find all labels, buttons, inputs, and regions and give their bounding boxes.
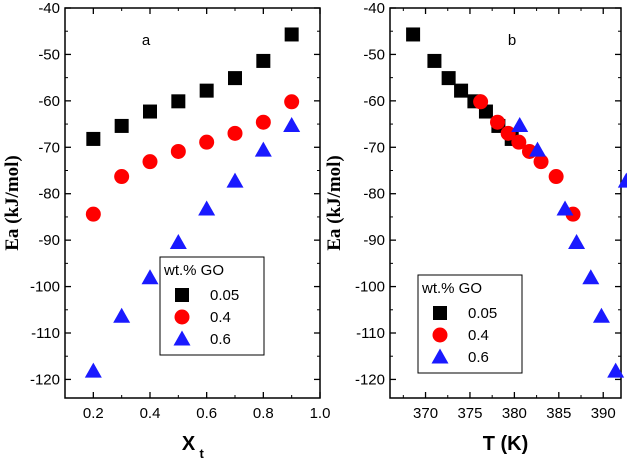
legend-label: 0.4 [210, 309, 231, 326]
y-tick-label: -120 [355, 371, 385, 388]
x-tick-label: 1.0 [310, 405, 331, 422]
data-point-circle [227, 125, 243, 141]
chart-panel-b: -40 -50 -60 -70 -80 -90 -100 -110 -120 370 375 380 3… [324, 0, 627, 455]
data-point-square [454, 83, 469, 98]
legend-label: 0.6 [210, 331, 231, 348]
panel-label: a [142, 32, 151, 49]
data-point-triangle [198, 200, 216, 216]
y-tick-label: -50 [363, 46, 385, 63]
data-point-circle [170, 143, 186, 159]
data-point-circle [533, 154, 549, 170]
data-point-square [86, 131, 101, 146]
data-point-square [114, 118, 129, 133]
legend-box [417, 274, 523, 374]
x-axis-label: X [182, 433, 196, 455]
y-axis-label: Ea (kJ/mol) [324, 155, 345, 251]
y-axis-label: Ea (kJ/mol) [2, 155, 23, 251]
data-point-square [228, 71, 242, 86]
data-point-circle [500, 125, 516, 141]
legend-box [159, 256, 265, 356]
data-point-circle [473, 94, 489, 110]
y-tick-label: -60 [363, 93, 385, 110]
x-tick-label: 0.8 [253, 405, 274, 422]
legend-marker-circle [432, 327, 448, 343]
x-axis-label: T (K) [483, 433, 529, 455]
x-tick-label: 0.2 [83, 405, 104, 422]
data-point-triangle [254, 141, 272, 157]
data-point-circle [548, 169, 564, 185]
y-tick-label: -80 [38, 186, 60, 203]
data-point-circle [114, 169, 130, 185]
data-point-circle [284, 94, 300, 110]
data-point-triangle [582, 269, 600, 285]
data-point-circle [490, 114, 506, 130]
x-axis-label-subscript: t [200, 446, 205, 461]
plot-frame [64, 7, 321, 399]
legend-marker-triangle [173, 330, 191, 346]
data-point-triangle [528, 141, 546, 157]
data-point-square [284, 27, 299, 42]
y-tick-label: -90 [363, 232, 385, 249]
y-tick-label: -100 [355, 279, 385, 296]
data-point-triangle [607, 362, 625, 378]
legend-label: 0.6 [468, 349, 489, 366]
legend-label: 0.05 [210, 287, 239, 304]
data-point-square [171, 94, 186, 109]
x-tick-label: 385 [546, 405, 571, 422]
y-tick-label: -60 [38, 93, 60, 110]
data-point-square [406, 27, 421, 42]
y-tick-label: -40 [38, 0, 60, 17]
y-tick-label: -70 [38, 139, 60, 156]
y-tick-label: -120 [30, 371, 60, 388]
x-tick-label: 0.6 [196, 405, 217, 422]
data-point-circle [511, 134, 527, 150]
y-tick-label: -110 [31, 325, 60, 342]
data-point-triangle [84, 362, 102, 378]
legend-marker-square [433, 306, 447, 320]
y-tick-label: -50 [38, 46, 60, 63]
data-point-triangle [226, 172, 244, 188]
data-point-square [256, 53, 271, 68]
y-tick-label: -70 [363, 139, 385, 156]
x-tick-label: 370 [413, 405, 438, 422]
legend-label: 0.05 [468, 305, 497, 322]
legend-marker-square [175, 288, 189, 302]
legend-marker-triangle [431, 348, 449, 364]
legend-label: 0.4 [468, 327, 489, 344]
data-point-triangle [592, 307, 610, 323]
data-point-square [441, 71, 456, 86]
y-tick-label: -110 [356, 325, 385, 342]
chart-panel-a: -40 -50 -60 -70 -80 -90 -100 -110 -120 0.2 0.4 0.6 0… [2, 0, 330, 461]
x-tick-label: 380 [502, 405, 527, 422]
legend-title: wt.% GO [421, 280, 482, 297]
legend-title: wt.% GO [163, 262, 224, 279]
y-tick-label: -100 [30, 279, 60, 296]
data-point-triangle [113, 307, 131, 323]
data-point-circle [85, 206, 101, 222]
data-point-circle [255, 114, 271, 130]
data-point-triangle [169, 233, 187, 249]
y-tick-label: -40 [363, 0, 385, 17]
data-point-triangle [556, 200, 574, 216]
x-tick-label: 390 [591, 405, 616, 422]
y-tick-label: -90 [38, 232, 60, 249]
data-point-triangle [617, 172, 627, 188]
data-point-triangle [283, 116, 301, 132]
x-tick-label: 375 [457, 405, 482, 422]
y-tick-label: -80 [363, 186, 385, 203]
panel-label: b [508, 32, 516, 49]
data-point-circle [199, 134, 215, 150]
data-point-triangle [141, 269, 159, 285]
legend-marker-circle [174, 309, 190, 325]
data-point-square [143, 104, 157, 119]
data-point-square [427, 53, 442, 68]
data-point-triangle [511, 116, 529, 132]
data-point-triangle [568, 233, 586, 249]
data-point-square [199, 83, 214, 98]
data-point-circle [142, 154, 158, 170]
plot-frame [389, 7, 622, 399]
x-tick-label: 0.4 [140, 405, 161, 422]
